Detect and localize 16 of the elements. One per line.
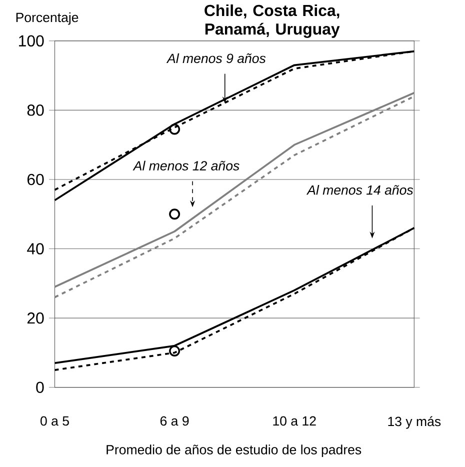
chart-title: Chile, Costa Rica, Panamá, Uruguay (204, 4, 340, 38)
annotation: Al menos 9 años (166, 53, 266, 64)
y-tick-label: 0 (36, 382, 44, 393)
y-tick-label: 20 (28, 312, 44, 324)
y-tick-label: 100 (19, 35, 44, 47)
annotation: Al menos 12 años (132, 160, 240, 170)
annotation: Al menos 14 años (306, 184, 414, 195)
x-tick-label: 10 a 12 (273, 416, 316, 426)
x-tick-label: 6 a 9 (160, 416, 189, 426)
x-axis-title: Promedio de años de estudio de los padres (106, 444, 362, 457)
y-tick-label: 80 (27, 104, 44, 116)
x-tick-label: 0 a 5 (40, 416, 69, 426)
y-tick-label: 40 (27, 243, 44, 254)
x-tick-label: 13 y más (388, 416, 441, 429)
y-tick-label: 60 (28, 174, 44, 186)
y-axis-title: Porcentaje (16, 12, 78, 25)
